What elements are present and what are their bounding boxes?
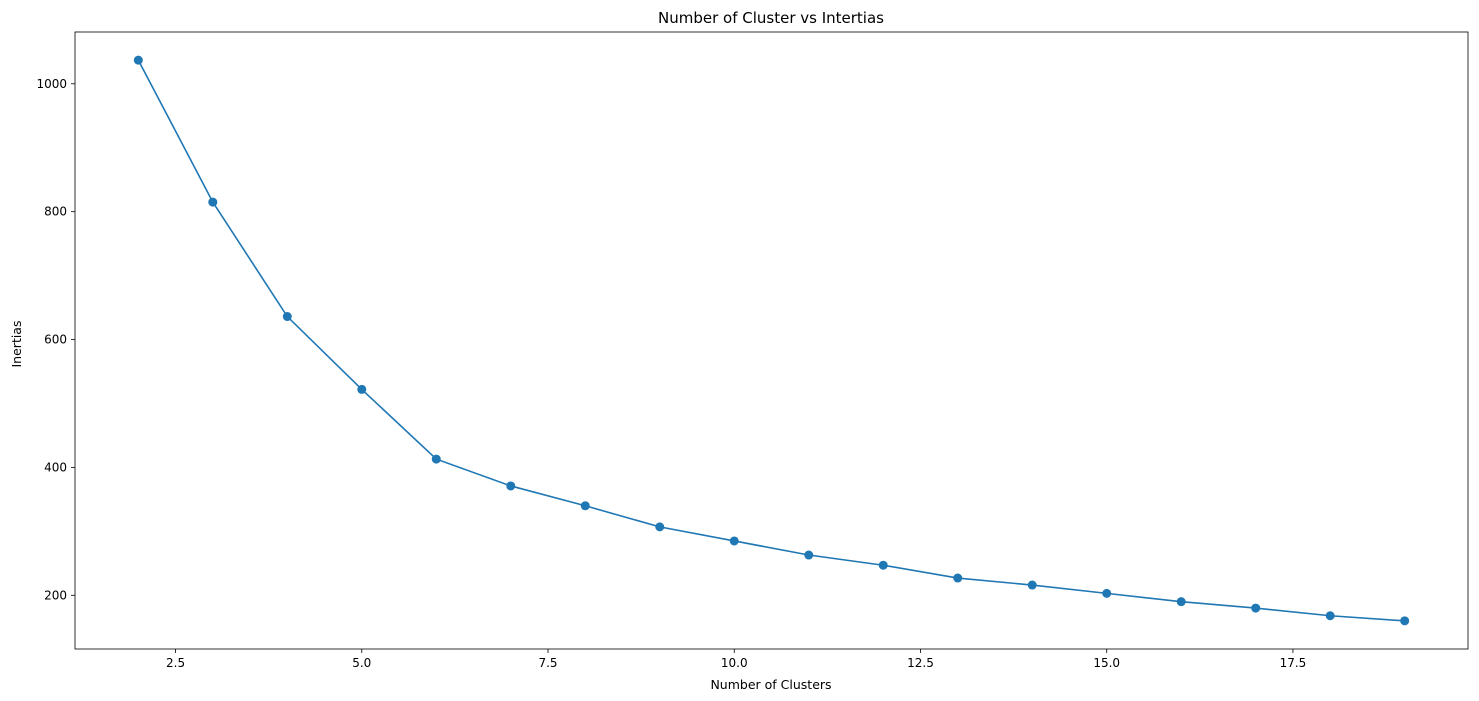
plot-area (74, 31, 1469, 650)
x-axis-label: Number of Clusters (710, 677, 831, 692)
data-point (208, 197, 218, 207)
data-point (804, 550, 814, 560)
data-point (878, 560, 888, 570)
data-point (729, 536, 739, 546)
x-tick-label: 15.0 (1093, 656, 1120, 670)
data-point (1400, 616, 1410, 626)
data-point (655, 522, 665, 532)
data-point (282, 312, 292, 322)
x-tick-label: 7.5 (538, 656, 557, 670)
chart-title: Number of Cluster vs Intertias (658, 9, 884, 27)
x-axis: 2.5 5.0 7.5 10.0 12.5 15.0 17.5 (166, 649, 1306, 670)
y-tick-label: 400 (44, 460, 67, 474)
x-tick-label: 5.0 (352, 656, 371, 670)
series-line (137, 59, 1405, 622)
y-tick-label: 600 (44, 333, 67, 347)
y-axis-label: Inertias (9, 321, 24, 368)
y-tick-label: 1000 (36, 77, 67, 91)
y-tick-label: 200 (44, 588, 67, 602)
data-point (1325, 611, 1335, 621)
data-point (133, 55, 143, 65)
x-tick-label: 10.0 (721, 656, 748, 670)
data-point (1102, 588, 1112, 598)
data-point (953, 573, 963, 583)
data-point (1251, 603, 1261, 613)
data-point (1176, 597, 1186, 607)
x-tick-label: 12.5 (907, 656, 934, 670)
data-point (506, 481, 516, 491)
x-tick-label: 2.5 (166, 656, 185, 670)
data-point (580, 501, 590, 511)
plot-frame (74, 31, 1469, 650)
x-tick-label: 17.5 (1280, 656, 1307, 670)
y-axis: 200 400 600 800 1000 (36, 77, 75, 602)
data-point (1027, 580, 1037, 590)
y-tick-label: 800 (44, 205, 67, 219)
data-point (431, 454, 441, 464)
data-point (357, 384, 367, 394)
